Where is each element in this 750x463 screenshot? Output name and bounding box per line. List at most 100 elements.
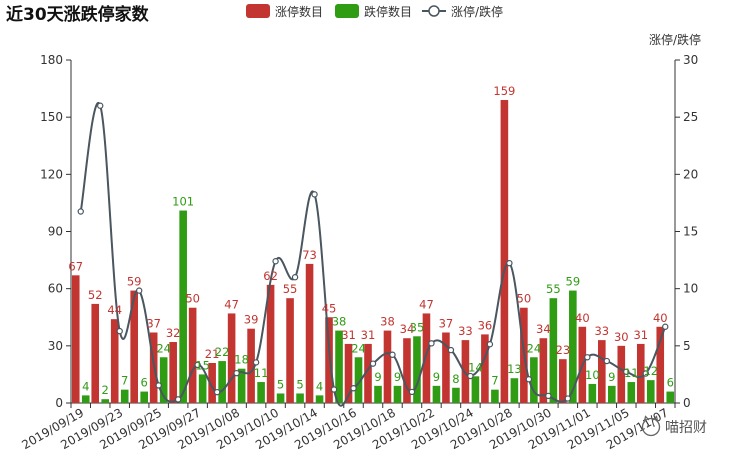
ratio-point bbox=[408, 388, 416, 396]
legend-label-limit-up: 涨停数目 bbox=[275, 4, 323, 19]
limit-down-bar bbox=[452, 387, 460, 403]
ratio-point bbox=[584, 354, 591, 361]
limit-up-value-label: 23 bbox=[556, 343, 571, 357]
ratio-point bbox=[194, 361, 201, 369]
limit-up-value-label: 34 bbox=[536, 322, 551, 336]
watermark: 喵招财 bbox=[641, 415, 707, 437]
right-y-tick-label: 15 bbox=[683, 225, 698, 239]
limit-up-value-label: 21 bbox=[205, 347, 220, 361]
limit-up-bar bbox=[110, 319, 119, 403]
limit-down-value-label: 2 bbox=[102, 383, 109, 397]
limit-down-bar bbox=[101, 399, 110, 403]
limit-up-value-label: 67 bbox=[68, 259, 83, 273]
legend-swatch-marker-ratio bbox=[428, 5, 440, 17]
legend[interactable]: 涨停数目 跌停数目 涨停/跌停 bbox=[246, 4, 503, 19]
limit-up-bar bbox=[188, 307, 197, 403]
ratio-point bbox=[447, 346, 455, 354]
limit-down-bar bbox=[413, 336, 421, 403]
ratio-point bbox=[506, 259, 513, 267]
limit-down-bar bbox=[646, 380, 655, 403]
limit-up-value-label: 40 bbox=[653, 311, 668, 325]
limit-down-bar bbox=[569, 290, 577, 403]
ratio-point bbox=[291, 274, 299, 281]
ratio-point bbox=[525, 376, 533, 383]
limit-down-bar bbox=[608, 385, 616, 403]
limit-down-bar bbox=[471, 376, 480, 403]
ratio-point bbox=[311, 191, 318, 198]
limit-down-bar bbox=[81, 395, 90, 403]
ratio-point bbox=[97, 102, 104, 109]
legend-item-limit-up[interactable]: 涨停数目 bbox=[246, 4, 323, 19]
limit-up-bar bbox=[656, 326, 665, 403]
limit-down-bar bbox=[335, 330, 343, 403]
left-y-tick-label: 120 bbox=[40, 167, 63, 181]
limit-up-bar bbox=[500, 100, 509, 404]
limit-up-bar bbox=[130, 290, 138, 403]
ratio-point bbox=[77, 208, 84, 215]
legend-item-limit-down[interactable]: 跌停数目 bbox=[335, 4, 412, 19]
legend-label-ratio: 涨停/跌停 bbox=[451, 4, 503, 19]
limit-up-bar bbox=[266, 284, 275, 403]
limit-up-value-label: 38 bbox=[380, 315, 395, 329]
ratio-point bbox=[486, 341, 494, 348]
ratio-point bbox=[564, 395, 572, 402]
limit-up-value-label: 44 bbox=[107, 303, 122, 317]
limit-down-bar bbox=[140, 391, 148, 403]
limit-up-value-label: 50 bbox=[517, 292, 532, 306]
limit-up-value-label: 40 bbox=[575, 311, 590, 325]
limit-up-value-label: 62 bbox=[263, 269, 278, 283]
ratio-point bbox=[116, 327, 123, 335]
limit-down-value-label: 5 bbox=[277, 377, 284, 391]
limit-up-value-label: 31 bbox=[361, 328, 376, 342]
limit-up-value-label: 36 bbox=[478, 318, 493, 332]
limit-down-value-label: 7 bbox=[491, 374, 498, 388]
limit-down-value-label: 11 bbox=[624, 366, 639, 380]
limit-down-value-label: 35 bbox=[410, 320, 425, 334]
legend-swatch-limit-down bbox=[335, 4, 359, 18]
limit-down-bar bbox=[179, 210, 187, 403]
legend-label-limit-down: 跌停数目 bbox=[364, 4, 412, 19]
left-y-tick-label: 150 bbox=[40, 110, 63, 124]
limit-down-bar bbox=[354, 357, 363, 403]
ratio-point bbox=[155, 382, 162, 389]
limit-up-bar bbox=[539, 338, 548, 403]
limit-up-bar bbox=[325, 317, 333, 403]
limit-up-value-label: 31 bbox=[341, 328, 356, 342]
limit-up-value-label: 33 bbox=[594, 324, 609, 338]
limit-up-value-label: 45 bbox=[322, 301, 337, 315]
limit-down-value-label: 9 bbox=[394, 370, 401, 384]
ratio-point bbox=[662, 323, 669, 330]
limit-down-value-label: 6 bbox=[667, 376, 674, 390]
limit-down-value-label: 13 bbox=[507, 362, 522, 376]
limit-up-bar bbox=[364, 343, 372, 403]
cat-icon bbox=[641, 415, 661, 437]
limit-up-bar bbox=[422, 313, 431, 403]
limit-down-value-label: 24 bbox=[527, 341, 542, 355]
limit-down-value-label: 4 bbox=[316, 379, 323, 393]
limit-up-value-label: 59 bbox=[127, 275, 142, 289]
bar-series bbox=[71, 100, 675, 404]
limit-up-bar bbox=[617, 345, 626, 403]
right-y-tick-label: 20 bbox=[683, 167, 698, 181]
limit-down-value-label: 24 bbox=[351, 341, 366, 355]
limit-down-value-label: 24 bbox=[156, 341, 171, 355]
limit-up-bar bbox=[227, 313, 236, 403]
limit-up-value-label: 47 bbox=[419, 297, 434, 311]
legend-swatch-limit-up bbox=[246, 4, 270, 18]
limit-down-bar bbox=[510, 378, 519, 403]
limit-down-bar bbox=[393, 385, 402, 403]
ratio-line bbox=[79, 101, 667, 407]
legend-item-ratio[interactable]: 涨停/跌停 bbox=[422, 4, 503, 19]
limit-down-bar bbox=[257, 382, 265, 403]
right-axis-name: 涨停/跌停 bbox=[649, 32, 701, 47]
limit-up-value-label: 47 bbox=[224, 297, 239, 311]
ratio-point bbox=[135, 287, 143, 294]
limit-down-bar bbox=[237, 368, 246, 403]
limit-up-bar bbox=[169, 342, 177, 403]
limit-up-bar bbox=[598, 340, 606, 403]
limit-down-value-label: 14 bbox=[468, 360, 483, 374]
ratio-point bbox=[623, 368, 630, 375]
limit-down-value-label: 9 bbox=[433, 370, 440, 384]
ratio-point bbox=[467, 372, 474, 380]
